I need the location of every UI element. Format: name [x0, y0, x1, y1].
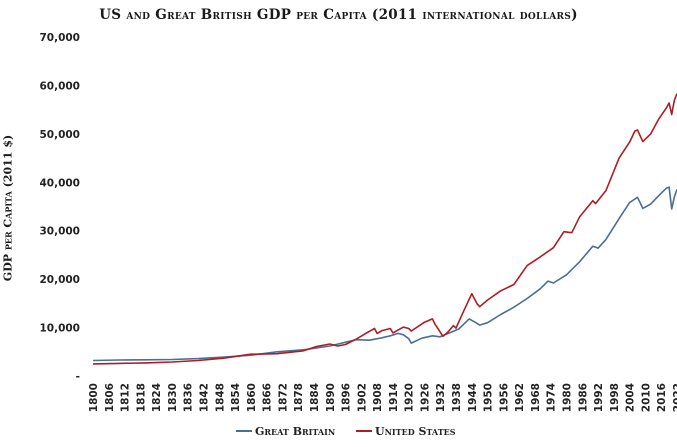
x-tick-label: 1824	[151, 383, 163, 412]
x-tick-label: 1974	[546, 383, 558, 412]
x-tick-label: 1920	[404, 383, 416, 412]
series-line-united-states	[92, 93, 677, 365]
x-tick-label: 1830	[167, 383, 179, 412]
x-tick-label: 1926	[419, 383, 431, 412]
x-tick-label: 1800	[88, 383, 100, 412]
x-tick-label: 1890	[325, 383, 337, 412]
x-tick-label: 1980	[562, 383, 574, 412]
legend: Great Britain United States	[236, 425, 456, 438]
x-tick-label: 1812	[120, 383, 132, 412]
x-tick-label: 1806	[104, 383, 116, 412]
x-tick-label: 1866	[262, 383, 274, 412]
x-tick-label: 1938	[451, 383, 463, 412]
x-tick-label: 1854	[230, 383, 242, 412]
x-tick-label: 1914	[388, 383, 400, 412]
x-tick-label: 1932	[435, 383, 447, 412]
x-tick-label: 1950	[483, 383, 495, 412]
x-tick-label: 1818	[135, 383, 147, 412]
y-tick-label: -	[76, 371, 80, 383]
y-tick-label: 30,000	[39, 226, 80, 238]
x-tick-label: 1908	[372, 383, 384, 412]
x-tick-label: 1848	[214, 383, 226, 412]
x-tick-label: 1944	[467, 383, 479, 412]
series-layer	[92, 93, 677, 365]
y-tick-label: 70,000	[39, 32, 80, 44]
y-tick-label: 60,000	[39, 80, 80, 92]
x-tick-label: 1842	[198, 383, 210, 412]
x-axis-ticks: 1800 1806 1812 1818 1824 1830 1836 1842 1848 1854…	[88, 383, 677, 412]
x-tick-label: 1986	[577, 383, 589, 412]
y-axis-ticks: - 10,000 20,000 30,000 40,000 50,000 60,000 70,…	[39, 32, 80, 383]
x-tick-label: 1860	[246, 383, 258, 412]
x-tick-label: 1836	[183, 383, 195, 412]
x-tick-label: 1896	[341, 383, 353, 412]
x-tick-label: 1992	[593, 383, 605, 412]
x-tick-label: 1884	[309, 383, 321, 412]
x-tick-label: 1878	[293, 383, 305, 412]
y-tick-label: 40,000	[39, 177, 80, 189]
y-tick-label: 10,000	[39, 323, 80, 335]
x-tick-label: 1872	[277, 383, 289, 412]
legend-label-united-states: United States	[375, 425, 456, 438]
y-tick-label: 20,000	[39, 274, 80, 286]
x-tick-label: 2022	[672, 383, 677, 412]
x-tick-label: 1962	[514, 383, 526, 412]
x-tick-label: 1902	[356, 383, 368, 412]
x-tick-label: 1968	[530, 383, 542, 412]
y-tick-label: 50,000	[39, 129, 80, 141]
x-tick-label: 1956	[498, 383, 510, 412]
x-tick-label: 1998	[609, 383, 621, 412]
series-line-great-britain	[92, 186, 677, 362]
x-tick-label: 2010	[640, 383, 652, 412]
legend-label-great-britain: Great Britain	[255, 425, 335, 438]
chart-title: US and Great British GDP per Capita (201…	[99, 7, 578, 23]
x-tick-label: 2004	[625, 383, 637, 412]
x-tick-label: 2016	[656, 383, 668, 412]
